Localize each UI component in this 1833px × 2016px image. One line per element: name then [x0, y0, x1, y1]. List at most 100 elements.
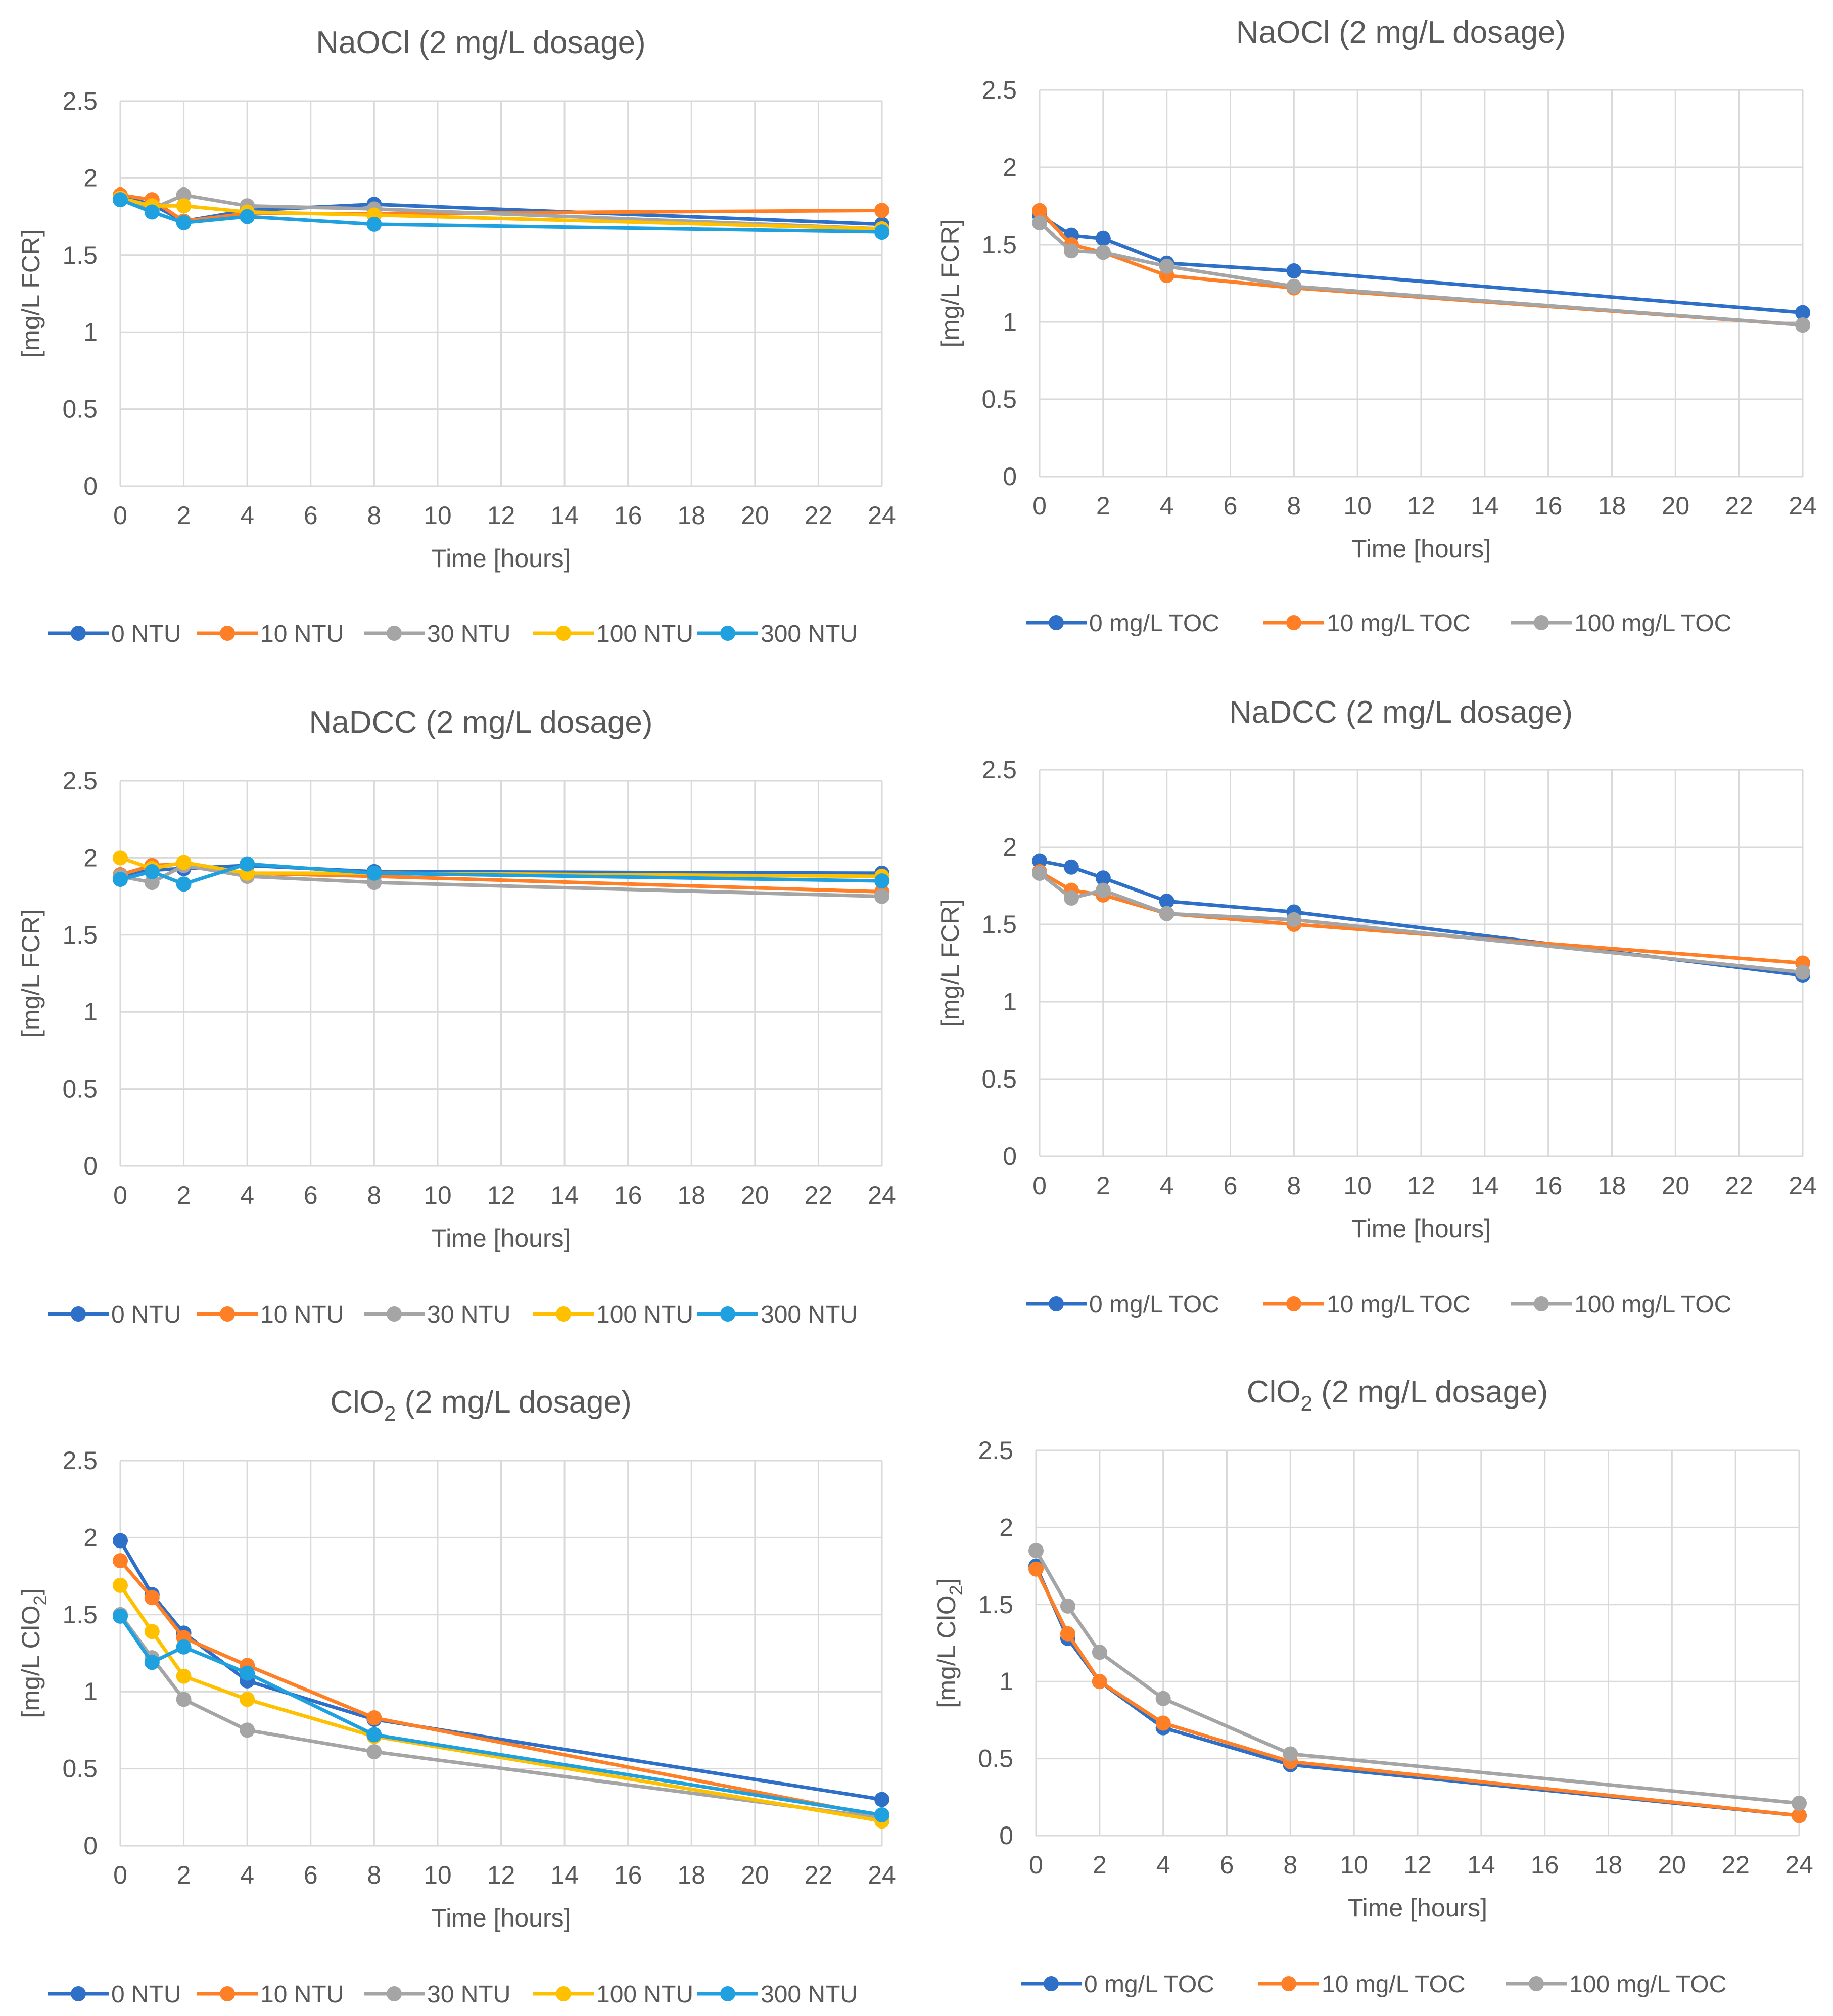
y-tick-label: 2 — [83, 1523, 98, 1552]
data-point — [1060, 1626, 1075, 1642]
x-tick-label: 22 — [805, 1181, 833, 1209]
chart-panel-2: NaOCl (2 mg/L dosage)00.511.522.50 2 4 6 8 10… — [936, 15, 1817, 637]
data-point — [113, 1577, 128, 1593]
legend-swatch-marker — [71, 626, 86, 641]
chart-title: ClO2 (2 mg/L dosage) — [330, 1385, 632, 1425]
x-tick-label: 10 — [1343, 1171, 1372, 1200]
legend-label: 300 NTU — [761, 1981, 858, 2008]
y-axis-label-main: [mg/L FCR] — [17, 229, 45, 358]
data-point — [240, 1722, 255, 1738]
x-tick-label: 20 — [741, 501, 769, 530]
data-point — [874, 888, 889, 904]
legend-item-3: 30 NTU — [364, 1981, 510, 2008]
data-point — [1092, 1674, 1107, 1690]
legend-item-1: 0 NTU — [48, 1981, 181, 2008]
x-tick-label: 16 — [1534, 492, 1563, 520]
x-tick-label: 10 — [424, 501, 452, 530]
x-tick-label: 12 — [1407, 1171, 1435, 1200]
x-tick-label: 10 — [424, 1181, 452, 1209]
x-tick-label: 0 — [113, 501, 127, 530]
series-line-2 — [119, 1559, 882, 1818]
y-tick-label: 0.5 — [62, 1075, 98, 1103]
legend-swatch-marker — [1286, 1296, 1301, 1311]
x-tick-label: 6 — [304, 1181, 318, 1209]
chart-title-main: ClO — [1247, 1375, 1301, 1410]
data-point — [1032, 853, 1047, 869]
chart-title-rest: (2 mg/L dosage) — [1312, 1375, 1548, 1410]
x-axis-label: Time [hours] — [431, 1224, 571, 1252]
data-point — [1063, 243, 1079, 259]
chart-title-rest: (2 mg/L dosage) — [396, 1385, 631, 1420]
data-point — [1159, 258, 1174, 274]
legend-swatch-marker — [387, 1986, 402, 2001]
data-point — [366, 216, 382, 232]
y-axis-label-main: [mg/L FCR] — [17, 909, 45, 1038]
series-line-4 — [119, 1584, 882, 1823]
legend-label: 10 mg/L TOC — [1327, 1291, 1471, 1318]
data-point — [176, 1639, 192, 1655]
data-point — [240, 1665, 255, 1681]
y-axis-label-rest: ] — [932, 1578, 961, 1585]
x-tick-label: 0 — [113, 1181, 127, 1209]
data-point — [240, 209, 255, 224]
data-point — [1092, 1645, 1107, 1660]
legend-item-2: 10 mg/L TOC — [1258, 1971, 1466, 1998]
chart-title: NaOCl (2 mg/L dosage) — [316, 25, 645, 60]
x-tick-label: 4 — [240, 501, 254, 530]
x-tick-label: 2 — [1093, 1851, 1107, 1879]
legend-item-2: 10 mg/L TOC — [1263, 610, 1471, 637]
y-tick-label: 1 — [1003, 988, 1017, 1016]
y-tick-label: 1 — [1003, 308, 1017, 336]
y-tick-label: 0.5 — [981, 1065, 1017, 1093]
x-tick-label: 4 — [240, 1861, 254, 1889]
y-tick-label: 1.5 — [978, 1590, 1013, 1619]
chart-panel-4: NaDCC (2 mg/L dosage)00.511.522.50 2 4 6 8 10… — [936, 695, 1817, 1318]
data-point — [366, 1727, 382, 1743]
x-tick-label: 14 — [1471, 1171, 1499, 1200]
series-line-3 — [119, 1613, 882, 1820]
legend-swatch-marker — [220, 1986, 235, 2001]
legend-swatch-marker — [220, 1306, 235, 1322]
x-tick-label: 12 — [487, 1861, 515, 1889]
legend-item-2: 10 NTU — [197, 1301, 344, 1328]
x-tick-label: 22 — [1725, 492, 1753, 520]
x-tick-label: 4 — [1160, 492, 1174, 520]
y-axis-label-main: [mg/L FCR] — [936, 219, 964, 348]
legend-swatch-marker — [720, 626, 735, 641]
legend-item-2: 10 mg/L TOC — [1263, 1291, 1471, 1318]
x-tick-label: 8 — [1287, 492, 1301, 520]
legend-item-1: 0 mg/L TOC — [1021, 1971, 1214, 1998]
legend-item-5: 300 NTU — [697, 621, 858, 647]
x-tick-label: 0 — [1032, 1171, 1047, 1200]
x-tick-label: 2 — [1096, 492, 1110, 520]
legend-swatch-marker — [1529, 1976, 1544, 1991]
y-tick-label: 0 — [1003, 1142, 1017, 1170]
legend-label: 300 NTU — [761, 621, 858, 647]
data-point — [240, 856, 255, 872]
x-tick-label: 0 — [1032, 492, 1047, 520]
x-tick-label: 20 — [1662, 492, 1690, 520]
y-axis-label-main: [mg/L ClO — [932, 1595, 961, 1708]
data-point — [874, 203, 889, 218]
legend-item-4: 100 NTU — [533, 1301, 693, 1328]
chart-title: NaDCC (2 mg/L dosage) — [1229, 695, 1573, 730]
data-point — [176, 198, 192, 214]
x-tick-label: 14 — [550, 501, 579, 530]
x-tick-label: 24 — [1789, 1171, 1817, 1200]
y-tick-label: 0 — [999, 1821, 1013, 1850]
chart-title: NaOCl (2 mg/L dosage) — [1236, 15, 1566, 50]
y-tick-label: 1 — [999, 1667, 1013, 1696]
y-tick-label: 2.5 — [62, 87, 98, 115]
y-axis-label: [mg/L ClO2] — [932, 1578, 966, 1708]
y-tick-label: 0.5 — [981, 385, 1017, 413]
y-tick-label: 0.5 — [62, 1755, 98, 1783]
x-tick-label: 20 — [1662, 1171, 1690, 1200]
y-tick-label: 0 — [83, 1152, 98, 1180]
y-tick-label: 1.5 — [62, 241, 98, 269]
legend-item-5: 300 NTU — [697, 1981, 858, 2008]
chart-panel-3: NaDCC (2 mg/L dosage)00.511.522.50 2 4 6 8 10… — [17, 705, 896, 1328]
x-tick-label: 14 — [550, 1181, 579, 1209]
y-tick-label: 2.5 — [62, 1446, 98, 1475]
y-axis-label-subscript: 2 — [30, 1595, 51, 1605]
data-point — [113, 192, 128, 208]
